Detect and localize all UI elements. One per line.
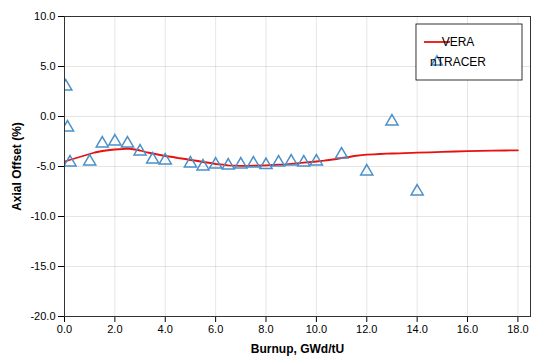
svg-text:-10.0: -10.0 [30, 210, 55, 222]
svg-text:12.0: 12.0 [356, 323, 377, 335]
svg-text:8.0: 8.0 [258, 323, 273, 335]
svg-text:14.0: 14.0 [406, 323, 427, 335]
svg-text:16.0: 16.0 [457, 323, 478, 335]
svg-text:0.0: 0.0 [57, 323, 72, 335]
svg-text:0.0: 0.0 [40, 110, 55, 122]
svg-text:10.0: 10.0 [306, 323, 327, 335]
svg-text:10.0: 10.0 [34, 10, 55, 22]
svg-text:Burnup, GWd/tU: Burnup, GWd/tU [251, 342, 344, 356]
svg-text:6.0: 6.0 [208, 323, 223, 335]
svg-text:5.0: 5.0 [40, 60, 55, 72]
svg-text:-20.0: -20.0 [30, 310, 55, 322]
svg-text:-15.0: -15.0 [30, 260, 55, 272]
svg-text:-5.0: -5.0 [37, 160, 56, 172]
svg-text:18.0: 18.0 [507, 323, 528, 335]
svg-text:VERA: VERA [442, 35, 475, 49]
svg-text:4.0: 4.0 [158, 323, 173, 335]
svg-text:2.0: 2.0 [107, 323, 122, 335]
svg-text:nTRACER: nTRACER [430, 55, 486, 69]
svg-text:Axial Offset (%): Axial Offset (%) [10, 122, 24, 211]
